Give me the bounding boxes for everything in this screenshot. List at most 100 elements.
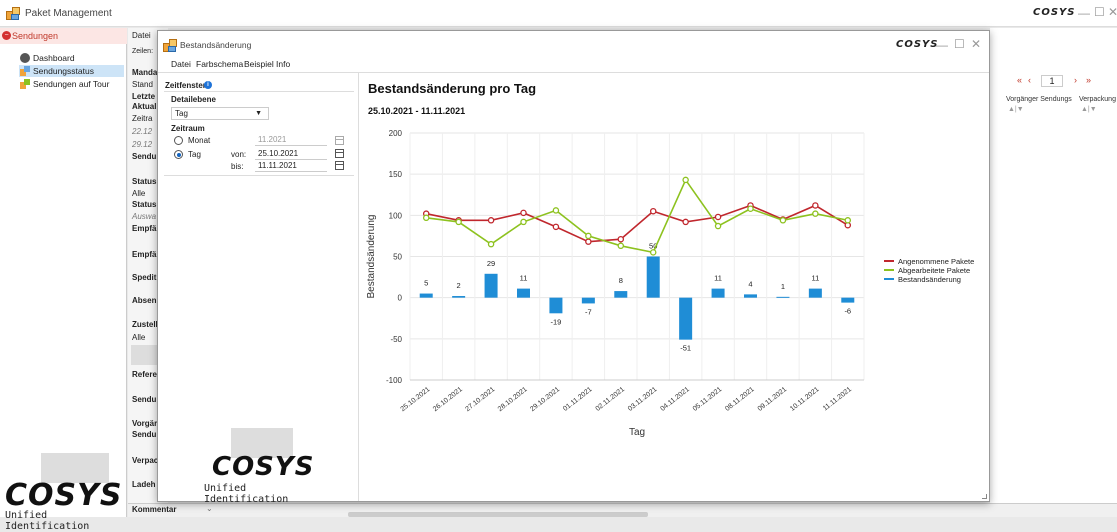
calendar-icon[interactable]	[335, 161, 344, 170]
last-page-icon[interactable]: »	[1086, 75, 1092, 85]
prev-page-icon[interactable]: ‹	[1028, 75, 1031, 85]
data-point	[812, 202, 819, 209]
bar	[614, 291, 628, 298]
data-point	[585, 232, 592, 240]
main-window-title: Paket Management	[25, 8, 112, 19]
bar-data-label: 50	[649, 242, 657, 251]
filter-value: Stand	[132, 80, 153, 89]
minimize-icon[interactable]: —	[936, 38, 948, 52]
x-axis-label: Tag	[629, 427, 645, 438]
detailebene-select[interactable]: Tag ▼	[171, 107, 269, 120]
menu-info[interactable]: Info	[276, 59, 291, 69]
column-header-verpackung[interactable]: Verpackung	[1079, 96, 1116, 103]
bar	[776, 296, 790, 298]
sidebar-item-dashboard[interactable]: Dashboard	[19, 52, 124, 64]
x-tick-label: 27.10.2021	[464, 386, 496, 413]
sort-icon[interactable]: ▲|▼	[1008, 106, 1024, 113]
bar	[419, 293, 433, 298]
maximize-icon[interactable]: ☐	[954, 37, 965, 51]
x-tick-label: 02.11.2021	[595, 386, 627, 413]
dialog-title-bar: Bestandsänderung COSYS — ☐ ✕	[158, 31, 989, 57]
x-tick-label: 08.11.2021	[724, 386, 756, 413]
bar	[484, 273, 498, 298]
close-icon[interactable]: ✕	[971, 37, 982, 51]
von-date-input[interactable]: 25.10.2021	[255, 148, 327, 160]
bis-date-input[interactable]: 11.11.2021	[255, 160, 327, 172]
radio-tag[interactable]	[174, 150, 183, 159]
data-point	[682, 218, 689, 226]
filter-value[interactable]: Alle	[132, 333, 146, 342]
bar	[711, 288, 725, 298]
settings-pane: Zeitfenster i Detailebene Tag ▼ Zeitraum…	[158, 73, 359, 505]
filter-label: Vorgär	[132, 419, 158, 428]
cosys-logo-small: COSYS	[1033, 7, 1076, 18]
y-tick-label: 150	[389, 170, 403, 179]
logo-subtitle: Unified Identification	[204, 483, 289, 505]
comment-label: Kommentar	[132, 505, 177, 514]
minus-circle-icon: −	[2, 31, 11, 40]
sidebar-item-sendungen-auf-tour[interactable]: Sendungen auf Tour	[19, 78, 124, 90]
calendar-icon[interactable]	[335, 149, 344, 158]
sidebar-item-label: Sendungsstatus	[33, 66, 94, 76]
x-tick-label: 29.10.2021	[529, 386, 561, 413]
close-icon[interactable]: ✕	[1108, 5, 1117, 19]
data-point	[487, 217, 495, 224]
filter-label: Verpac	[132, 456, 159, 465]
bar-data-label: 29	[487, 259, 495, 268]
bar-data-label: -19	[551, 317, 562, 326]
von-label: von:	[231, 150, 247, 159]
minimize-icon[interactable]: —	[1078, 6, 1090, 20]
page-number[interactable]: 1	[1041, 75, 1063, 87]
first-page-icon[interactable]: «	[1017, 75, 1023, 85]
zeitfenster-heading: Zeitfenster	[165, 81, 206, 90]
logo-word: COSYS	[5, 478, 123, 513]
bar-data-label: 11	[714, 274, 722, 283]
divider	[164, 91, 354, 92]
bar-data-label: 2	[457, 281, 461, 290]
calendar-icon[interactable]	[335, 136, 344, 145]
data-point	[585, 238, 592, 245]
monat-label: Monat	[188, 136, 211, 145]
info-icon[interactable]: i	[204, 81, 212, 89]
legend-label: Bestandsänderung	[898, 275, 961, 284]
column-header-vorgaenger[interactable]: Vorgänger Sendungs	[1006, 96, 1072, 103]
bis-label: bis:	[231, 162, 244, 171]
maximize-icon[interactable]: ☐	[1094, 5, 1105, 19]
filter-value[interactable]: Alle	[132, 189, 146, 198]
main-menu-datei[interactable]: Datei	[132, 31, 151, 40]
bar-data-label: -51	[680, 344, 691, 353]
resize-handle[interactable]	[982, 494, 987, 499]
horizontal-scrollbar[interactable]	[348, 512, 648, 517]
package-app-icon	[163, 38, 177, 52]
package-icon	[20, 66, 30, 76]
dropdown-arrow-icon: ▼	[255, 110, 262, 117]
chevron-down-icon[interactable]: ⌄	[206, 504, 213, 513]
x-tick-label: 28.10.2021	[497, 386, 529, 413]
menu-datei[interactable]: Datei	[171, 59, 191, 69]
divider	[164, 175, 354, 176]
menu-beispiel[interactable]: Beispiel	[244, 59, 274, 69]
sidebar-item-sendungsstatus[interactable]: Sendungsstatus	[19, 65, 124, 77]
cosys-logo-dialog: COSYS Unified Identification	[204, 428, 314, 505]
filter-label: Absen	[132, 296, 157, 305]
data-point	[455, 218, 462, 226]
bottom-bar: Kommentar ⌄	[128, 503, 1117, 517]
y-tick-label: 0	[398, 294, 403, 303]
filter-label: Empfä	[132, 224, 157, 233]
filter-value[interactable]: Auswa	[132, 212, 157, 221]
monat-input[interactable]: 11.2021	[255, 134, 327, 146]
radio-monat[interactable]	[174, 136, 183, 145]
bar-data-label: -6	[844, 307, 851, 316]
next-page-icon[interactable]: ›	[1074, 75, 1077, 85]
filter-label: Spedit	[132, 273, 157, 282]
sidebar-item-label: Dashboard	[33, 53, 75, 63]
filter-label: Status	[132, 177, 157, 186]
y-tick-label: -100	[386, 376, 403, 385]
sort-icon[interactable]: ▲|▼	[1081, 106, 1097, 113]
data-point	[422, 214, 430, 222]
filter-label: Empfä	[132, 250, 157, 259]
sidebar-header[interactable]: − Sendungen	[0, 28, 127, 44]
data-point	[617, 235, 625, 243]
menu-farbschema[interactable]: Farbschema	[196, 59, 244, 69]
x-tick-label: 26.10.2021	[432, 386, 464, 413]
